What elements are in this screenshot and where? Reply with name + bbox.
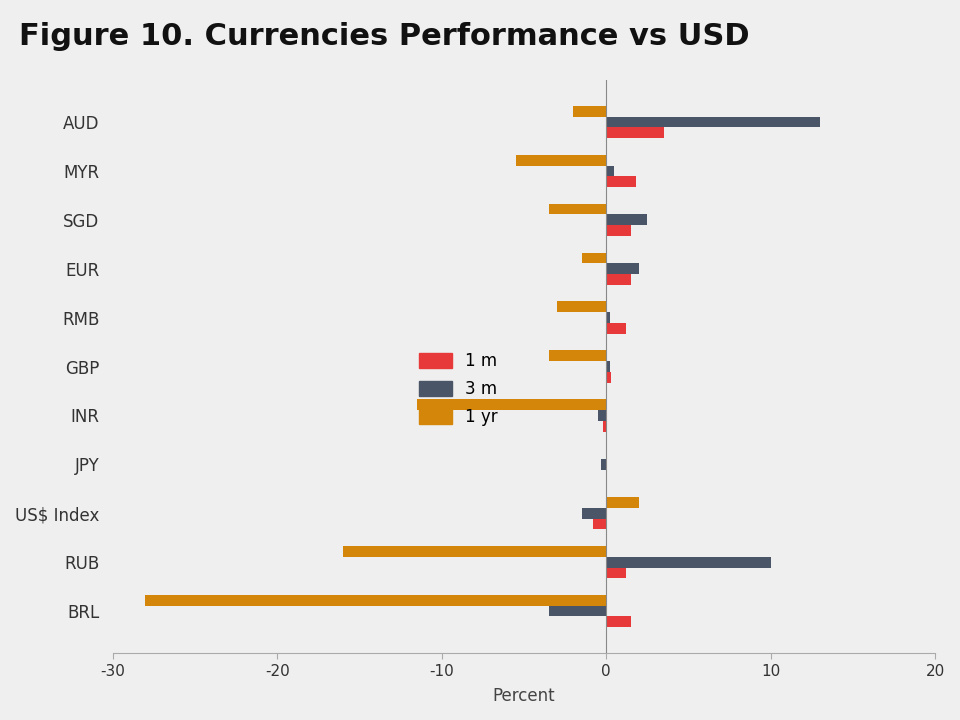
Text: Figure 10. Currencies Performance vs USD: Figure 10. Currencies Performance vs USD bbox=[19, 22, 750, 50]
Bar bbox=[549, 351, 607, 361]
Bar bbox=[146, 595, 607, 606]
Legend: 1 m, 3 m, 1 yr: 1 m, 3 m, 1 yr bbox=[419, 353, 498, 426]
Bar bbox=[582, 253, 607, 264]
Bar bbox=[607, 127, 664, 138]
Bar bbox=[607, 372, 612, 382]
Bar bbox=[573, 106, 607, 117]
Bar bbox=[603, 420, 607, 431]
Bar bbox=[593, 518, 607, 529]
Bar bbox=[607, 567, 626, 578]
Bar bbox=[607, 274, 631, 285]
Bar bbox=[607, 166, 614, 176]
Bar bbox=[607, 312, 610, 323]
X-axis label: Percent: Percent bbox=[492, 687, 555, 705]
Bar bbox=[607, 616, 631, 627]
Bar bbox=[607, 117, 820, 127]
Bar bbox=[549, 606, 607, 616]
Bar bbox=[557, 302, 607, 312]
Bar bbox=[607, 225, 631, 236]
Bar bbox=[601, 459, 607, 469]
Bar bbox=[607, 264, 639, 274]
Bar bbox=[516, 155, 607, 166]
Bar bbox=[607, 361, 610, 372]
Bar bbox=[417, 400, 607, 410]
Bar bbox=[343, 546, 607, 557]
Bar bbox=[549, 204, 607, 215]
Bar bbox=[607, 557, 771, 567]
Bar bbox=[607, 323, 626, 334]
Bar bbox=[607, 215, 647, 225]
Bar bbox=[607, 176, 636, 187]
Bar bbox=[582, 508, 607, 518]
Bar bbox=[598, 410, 607, 420]
Bar bbox=[607, 497, 639, 508]
